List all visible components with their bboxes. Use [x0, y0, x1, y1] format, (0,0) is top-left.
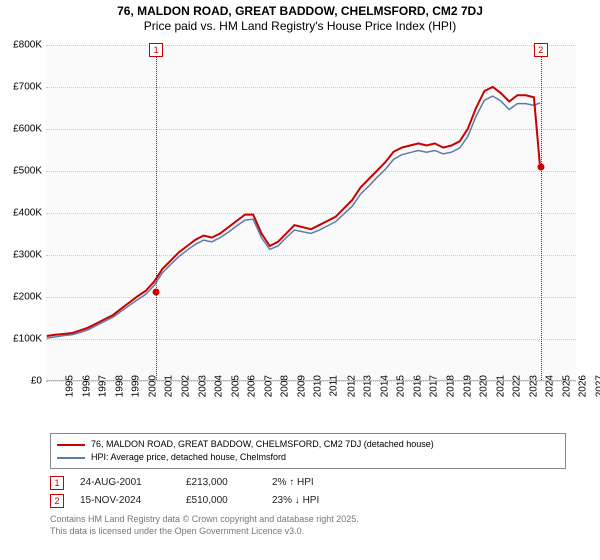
marker-line-1 — [156, 45, 157, 380]
legend-box: 76, MALDON ROAD, GREAT BADDOW, CHELMSFOR… — [50, 433, 566, 469]
x-axis-label: 2026 — [578, 375, 589, 397]
attribution-text: Contains HM Land Registry data © Crown c… — [50, 513, 566, 537]
y-axis-label: £200K — [2, 292, 42, 303]
marker-badge-1: 1 — [149, 43, 163, 57]
y-axis-label: £800K — [2, 40, 42, 51]
legend-swatch — [57, 457, 85, 459]
attribution-line-2: This data is licensed under the Open Gov… — [50, 525, 566, 537]
marker-info-table: 1 24-AUG-2001 £213,000 2% ↑ HPI 2 15-NOV-2024… — [50, 474, 566, 510]
marker-dot-2 — [537, 163, 544, 170]
marker-dot-1 — [153, 288, 160, 295]
marker-line-2 — [541, 45, 542, 380]
chart-svg — [46, 45, 576, 380]
marker-info-badge: 2 — [50, 494, 64, 508]
y-axis-label: £0 — [2, 376, 42, 387]
marker-info-price: £510,000 — [186, 492, 256, 510]
y-axis-label: £600K — [2, 124, 42, 135]
y-axis-label: £700K — [2, 82, 42, 93]
marker-info-pct: 2% ↑ HPI — [272, 474, 372, 492]
legend-row: HPI: Average price, detached house, Chel… — [57, 451, 559, 464]
y-axis-label: £400K — [2, 208, 42, 219]
chart-title-subtitle: Price paid vs. HM Land Registry's House … — [0, 19, 600, 33]
marker-info-date: 15-NOV-2024 — [80, 492, 170, 510]
marker-info-date: 24-AUG-2001 — [80, 474, 170, 492]
legend-swatch — [57, 444, 85, 446]
legend-row: 76, MALDON ROAD, GREAT BADDOW, CHELMSFOR… — [57, 438, 559, 451]
attribution-line-1: Contains HM Land Registry data © Crown c… — [50, 513, 566, 525]
marker-info-row: 2 15-NOV-2024 £510,000 23% ↓ HPI — [50, 492, 566, 510]
legend-label: HPI: Average price, detached house, Chel… — [91, 451, 286, 464]
series-line-price_paid — [47, 87, 540, 336]
marker-info-price: £213,000 — [186, 474, 256, 492]
marker-info-badge: 1 — [50, 476, 64, 490]
y-axis-label: £500K — [2, 166, 42, 177]
x-axis-label: 2027 — [594, 375, 600, 397]
plot-rect: £0£100K£200K£300K£400K£500K£600K£700K£80… — [46, 45, 576, 381]
legend-label: 76, MALDON ROAD, GREAT BADDOW, CHELMSFOR… — [91, 438, 434, 451]
y-axis-label: £100K — [2, 334, 42, 345]
y-axis-label: £300K — [2, 250, 42, 261]
chart-area: £0 £100K £200K £300K £400K £500K £600K £700K £80… — [0, 37, 600, 427]
marker-info-row: 1 24-AUG-2001 £213,000 2% ↑ HPI — [50, 474, 566, 492]
marker-info-pct: 23% ↓ HPI — [272, 492, 372, 510]
chart-title-address: 76, MALDON ROAD, GREAT BADDOW, CHELMSFOR… — [0, 4, 600, 18]
marker-badge-2: 2 — [534, 43, 548, 57]
